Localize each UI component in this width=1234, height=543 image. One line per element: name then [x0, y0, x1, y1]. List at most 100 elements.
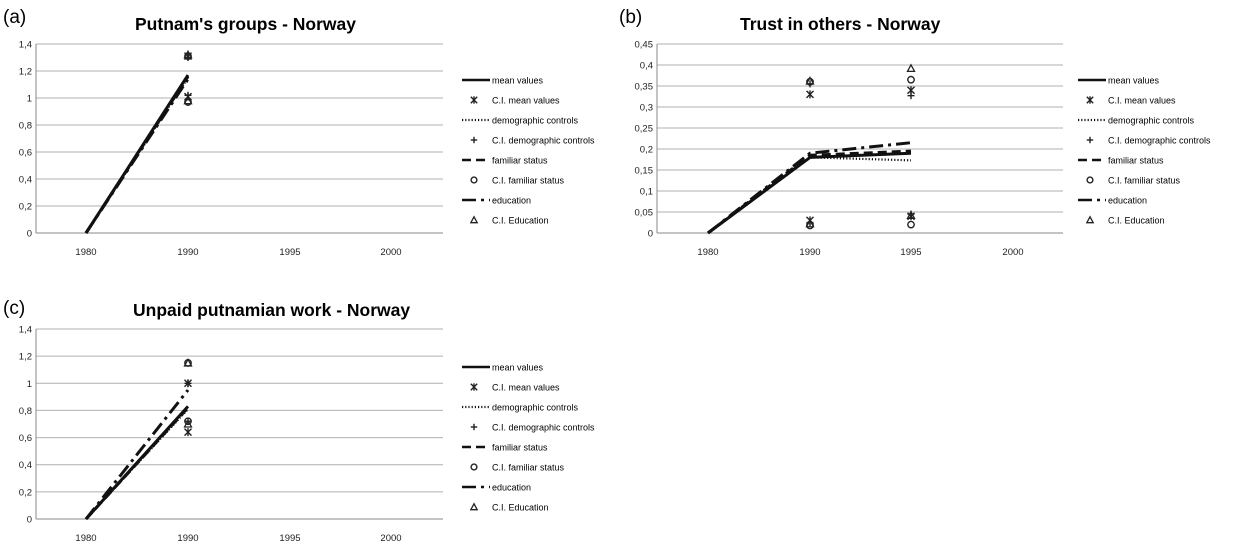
- ci-marker-plus: [907, 92, 915, 100]
- y-tick-label: 0,6: [19, 148, 32, 159]
- panel-label: (b): [619, 7, 642, 28]
- ci-marker-triangle: [906, 63, 916, 73]
- chart-panel-a: (a) Putnam's groups - Norway 0 0,2 0,4 0,6 0,8…: [3, 7, 595, 258]
- legend-label: C.I. demographic controls: [1108, 135, 1211, 145]
- y-tick-label: 0,35: [635, 82, 654, 93]
- y-tick-label: 1: [27, 94, 32, 105]
- y-tick-label: 0,45: [635, 40, 654, 51]
- x-tick-label: 1995: [279, 247, 300, 258]
- series-line-dashed: [84, 406, 190, 521]
- legend-label: C.I. demographic controls: [492, 135, 595, 145]
- legend-label: C.I. familiar status: [492, 462, 565, 472]
- legend-marker-asterisk: [1086, 96, 1094, 104]
- panel-label: (c): [3, 298, 25, 319]
- legend-label: mean values: [492, 362, 544, 372]
- x-tick-label: 1995: [900, 247, 921, 258]
- legend-marker-circle: [1086, 176, 1094, 184]
- x-tick-label: 1980: [75, 533, 96, 543]
- y-tick-label: 0,1: [640, 187, 653, 198]
- x-tick-label: 1990: [177, 533, 198, 543]
- y-tick-label: 1: [27, 379, 32, 390]
- ci-marker-asterisk: [184, 428, 192, 437]
- legend-label: C.I. familiar status: [492, 175, 565, 185]
- legend-label: education: [1108, 195, 1147, 205]
- legend-label: demographic controls: [492, 402, 579, 412]
- y-tick-label: 0,25: [635, 124, 654, 135]
- y-tick-label: 0,4: [19, 175, 32, 186]
- ci-marker-triangle: [183, 419, 193, 428]
- y-tick-label: 0,4: [640, 61, 653, 72]
- legend-label: familiar status: [1108, 155, 1164, 165]
- chart-panel-c: (c) Unpaid putnamian work - Norway 0 0,2 0,4…: [3, 298, 595, 543]
- legend-marker-triangle: [1085, 215, 1095, 224]
- legend-label: mean values: [492, 75, 544, 85]
- legend-label: C.I. Education: [492, 215, 549, 225]
- legend-label: education: [492, 482, 531, 492]
- legend-marker-circle: [470, 176, 478, 184]
- y-tick-label: 0,2: [19, 487, 32, 498]
- chart-panel-b: (b) Trust in others - Norway 0 0,05 0,1 0,15 0…: [619, 7, 1211, 258]
- legend-label: demographic controls: [1108, 115, 1195, 125]
- y-tick-label: 1,4: [19, 40, 32, 51]
- x-tick-label: 1990: [799, 247, 820, 258]
- y-tick-label: 0: [27, 515, 32, 526]
- legend-marker-plus: [470, 136, 478, 144]
- legend-label: familiar status: [492, 442, 548, 452]
- y-tick-label: 0,8: [19, 406, 32, 417]
- chart-title: Trust in others - Norway: [740, 14, 941, 34]
- legend-marker-plus: [1086, 136, 1094, 144]
- panel-label: (a): [3, 7, 26, 28]
- series-line-dotted: [85, 408, 189, 520]
- legend-marker-asterisk: [470, 383, 478, 391]
- ci-marker-triangle: [805, 76, 815, 85]
- y-tick-label: 0,4: [19, 460, 32, 471]
- x-tick-label: 1980: [697, 247, 718, 258]
- ci-marker-circle: [907, 75, 915, 84]
- chart-title: Putnam's groups - Norway: [135, 14, 356, 34]
- legend-label: C.I. demographic controls: [492, 422, 595, 432]
- x-tick-label: 1995: [279, 533, 300, 543]
- ci-marker-circle: [184, 417, 192, 426]
- x-tick-label: 1980: [75, 247, 96, 258]
- x-tick-label: 2000: [380, 247, 401, 258]
- y-tick-label: 0: [27, 229, 32, 240]
- legend-label: C.I. familiar status: [1108, 175, 1181, 185]
- ci-marker-triangle: [805, 218, 815, 228]
- legend-marker-plus: [470, 423, 478, 431]
- legend-label: C.I. mean values: [492, 95, 560, 105]
- series-line-dashed: [707, 149, 912, 235]
- ci-marker-triangle: [906, 210, 916, 220]
- ci-marker-asterisk: [806, 90, 814, 99]
- ci-marker-triangle: [183, 49, 193, 59]
- x-tick-label: 1990: [177, 247, 198, 258]
- legend-marker-circle: [470, 463, 478, 471]
- legend-label: familiar status: [492, 155, 548, 165]
- series-line-dashdot: [84, 389, 190, 520]
- legend-label: C.I. Education: [1108, 215, 1165, 225]
- ci-marker-plus: [184, 379, 192, 387]
- x-tick-label: 2000: [380, 533, 401, 543]
- ci-marker-circle: [907, 220, 915, 229]
- y-tick-label: 1,4: [19, 325, 32, 336]
- x-tick-label: 2000: [1002, 247, 1023, 258]
- y-tick-label: 0,3: [640, 103, 653, 114]
- legend-marker-triangle: [469, 215, 479, 224]
- y-tick-label: 0,6: [19, 433, 32, 444]
- y-tick-label: 1,2: [19, 67, 32, 78]
- y-tick-label: 0,8: [19, 121, 32, 132]
- y-tick-label: 0,2: [640, 145, 653, 156]
- series-line-dashdot: [84, 78, 190, 234]
- series-line-dashdot: [707, 141, 912, 235]
- legend-label: C.I. mean values: [492, 382, 560, 392]
- ci-marker-triangle: [183, 95, 193, 105]
- y-tick-label: 0,2: [19, 202, 32, 213]
- legend-marker-asterisk: [470, 96, 478, 104]
- y-tick-label: 0: [648, 229, 653, 240]
- legend-label: education: [492, 195, 531, 205]
- y-tick-label: 0,15: [635, 166, 654, 177]
- legend-label: C.I. mean values: [1108, 95, 1176, 105]
- y-tick-label: 0,05: [635, 208, 654, 219]
- y-tick-label: 1,2: [19, 352, 32, 363]
- legend-label: demographic controls: [492, 115, 579, 125]
